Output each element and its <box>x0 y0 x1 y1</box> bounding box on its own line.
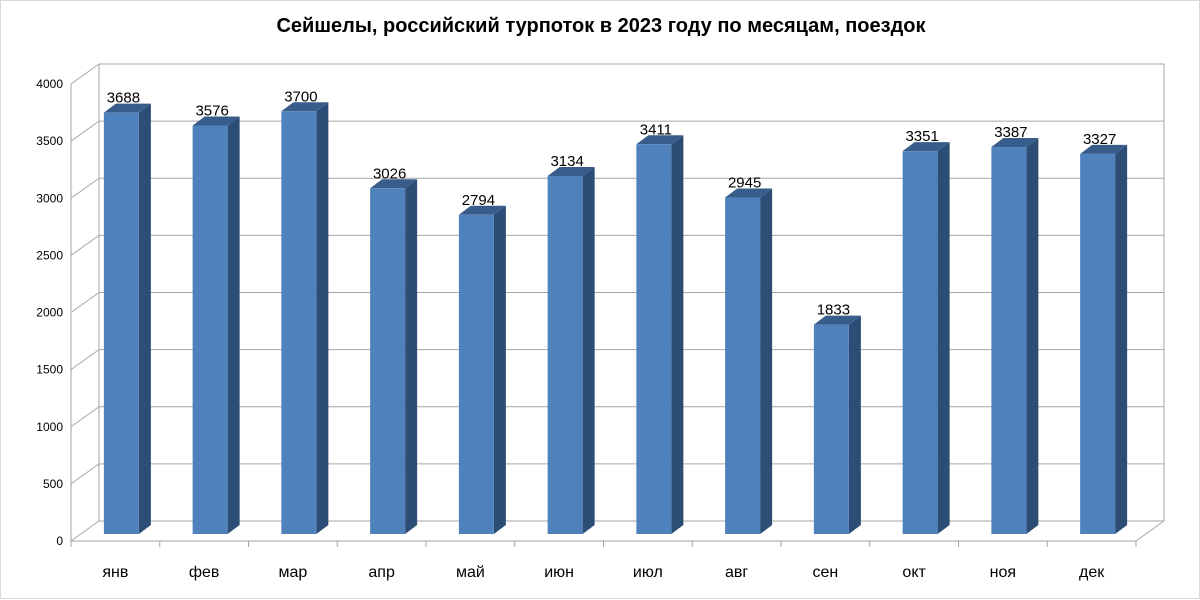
chart-title: Сейшелы, российский турпоток в 2023 году… <box>276 15 926 37</box>
bar-top-сен <box>813 315 861 325</box>
data-label: 3576 <box>195 102 228 119</box>
bar-июл <box>636 144 672 534</box>
bar-side-ноя <box>1026 138 1039 534</box>
gridline-side <box>70 292 100 313</box>
x-tick-label: дек <box>1079 564 1105 581</box>
bar-top-фев <box>192 116 240 126</box>
bar-side-янв <box>138 103 151 535</box>
data-label: 3351 <box>905 128 938 145</box>
bar-июн <box>547 175 583 535</box>
bar-мар <box>281 111 317 535</box>
bar-top-мар <box>281 102 329 112</box>
bar-дек <box>1080 153 1116 534</box>
x-tick-label: апр <box>368 564 395 581</box>
x-tick-label: сен <box>813 564 839 581</box>
data-label: 1833 <box>817 302 850 319</box>
bar-top-апр <box>370 179 418 189</box>
gridline-side <box>70 520 100 542</box>
bar-side-апр <box>405 179 418 535</box>
x-tick-label: окт <box>902 564 926 581</box>
gridline-side <box>70 349 100 371</box>
bar-top-май <box>458 205 506 215</box>
y-tick-label: 1500 <box>36 363 63 377</box>
bar-ноя <box>991 147 1027 534</box>
data-label: 3700 <box>284 88 317 105</box>
bar-side-мар <box>316 102 329 535</box>
data-label: 3387 <box>994 124 1027 141</box>
gridline-side <box>70 177 100 199</box>
gridline-side <box>70 463 100 485</box>
bar-side-сен <box>848 315 861 534</box>
x-tick-label: май <box>456 564 485 581</box>
y-tick-label: 2500 <box>36 248 63 262</box>
y-tick-label: 2000 <box>36 306 63 320</box>
gridline-side <box>70 234 100 256</box>
bar-top-ноя <box>991 138 1039 148</box>
data-label: 3134 <box>550 153 583 170</box>
bar-top-окт <box>902 142 950 152</box>
bar-side-окт <box>937 142 950 534</box>
bar-top-янв <box>103 103 151 113</box>
y-tick-label: 4000 <box>36 77 63 91</box>
x-tick-label: мар <box>278 564 307 581</box>
bar-side-июн <box>582 166 595 535</box>
bar-side-май <box>493 205 506 534</box>
floor-edge <box>1135 520 1165 542</box>
bar-сен <box>813 324 849 534</box>
data-label: 3026 <box>373 165 406 182</box>
x-tick-label: авг <box>725 564 748 581</box>
bar-top-авг <box>725 188 773 198</box>
gridline-side <box>70 63 100 85</box>
y-tick-label: 500 <box>43 477 63 491</box>
y-tick-label: 1000 <box>36 420 63 434</box>
bar-side-июл <box>671 135 684 534</box>
data-label: 3411 <box>640 121 672 138</box>
x-tick-label: ноя <box>990 564 1016 581</box>
data-label: 3327 <box>1083 131 1116 148</box>
bar-апр <box>370 188 406 535</box>
x-tick-label: июл <box>633 564 663 581</box>
bar-side-фев <box>227 116 240 534</box>
bar-окт <box>902 151 938 534</box>
x-tick-label: янв <box>102 564 128 581</box>
data-label: 2945 <box>728 175 761 192</box>
y-tick-label: 3500 <box>36 134 63 148</box>
y-tick-label: 0 <box>56 534 63 548</box>
y-tick-label: 3000 <box>36 191 63 205</box>
bar-top-июл <box>636 135 684 145</box>
bar-top-июн <box>547 166 595 176</box>
data-label: 3688 <box>107 90 140 107</box>
bar-май <box>458 214 494 534</box>
bar-авг <box>725 197 761 534</box>
bar-side-дек <box>1115 144 1128 534</box>
gridline-side <box>70 120 100 142</box>
bar-top-дек <box>1080 144 1128 154</box>
bar-side-авг <box>760 188 773 534</box>
data-label: 2794 <box>462 192 495 209</box>
x-tick-label: июн <box>544 564 574 581</box>
gridline-side <box>70 406 100 428</box>
bar-фев <box>192 125 228 534</box>
x-tick-label: фев <box>189 564 220 581</box>
bar-янв <box>103 112 139 534</box>
